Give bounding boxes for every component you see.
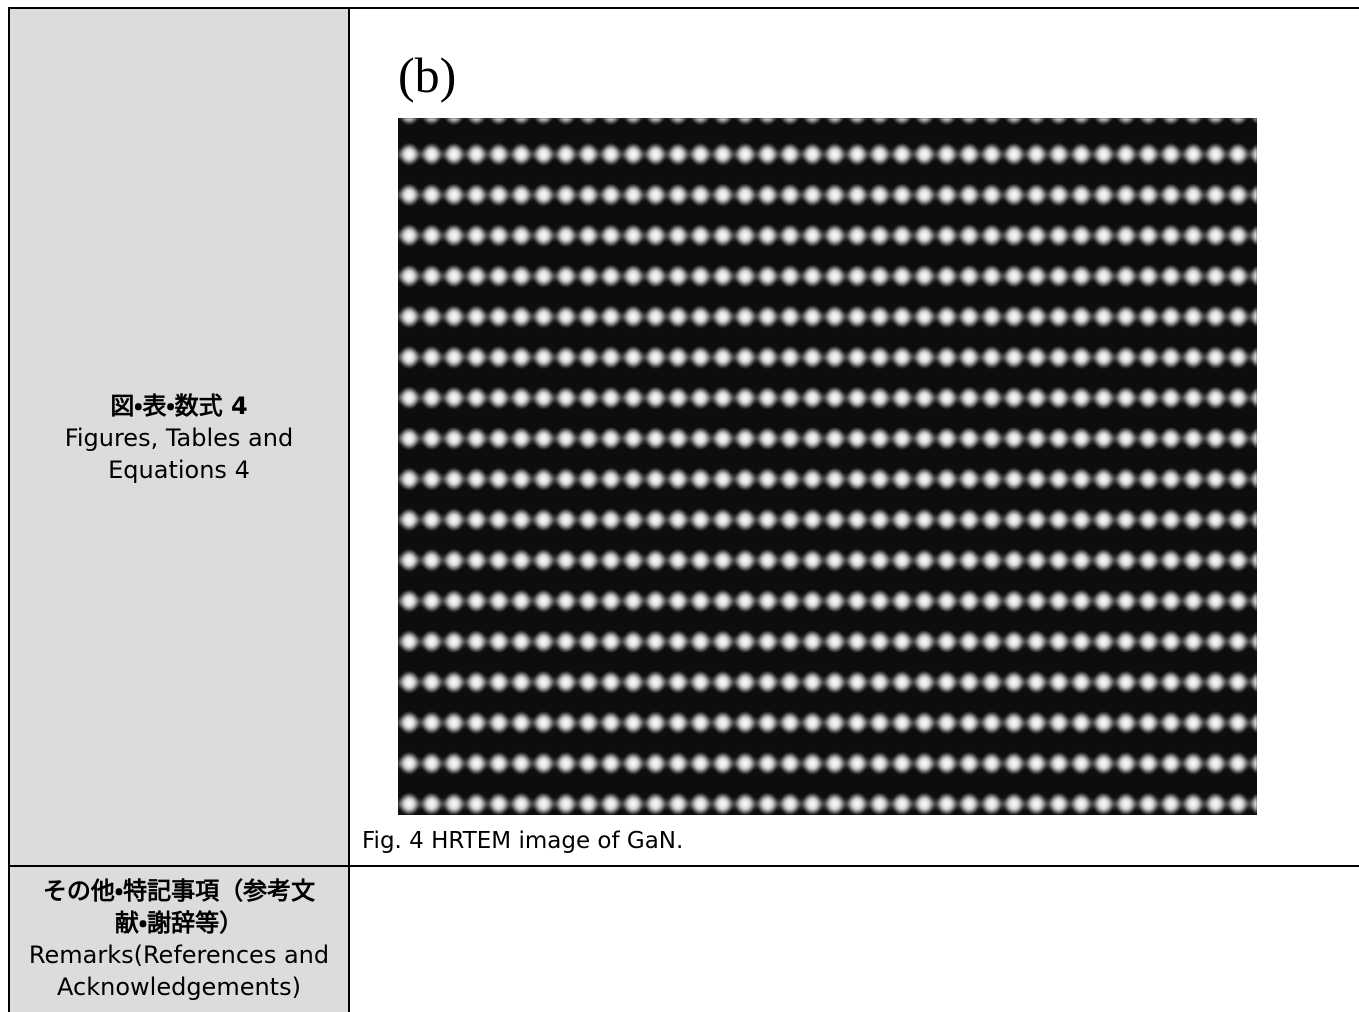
label-ja: その他・特記事項（参考文献・謝辞等）: [29, 875, 329, 939]
label-en: Remarks(References and Acknowledgements): [19, 939, 339, 1003]
row-content: [350, 867, 1359, 1012]
row-label: 図・表・数式 4 Figures, Tables and Equations 4: [8, 9, 350, 866]
hrtem-image: [398, 118, 1257, 815]
row-label: その他・特記事項（参考文献・謝辞等） Remarks(References an…: [8, 867, 350, 1012]
figure-label: (b): [398, 45, 456, 105]
label-ja: 図・表・数式 4: [110, 390, 247, 422]
figure-caption: Fig. 4 HRTEM image of GaN.: [362, 825, 683, 857]
page: {"rows": [ {"label_ja": "図・表・数式 4", "lab…: [0, 0, 1359, 1012]
row-content: (b) Fig. 4 HRTEM image of GaN.: [350, 9, 1359, 866]
label-en: Figures, Tables and Equations 4: [49, 422, 309, 486]
